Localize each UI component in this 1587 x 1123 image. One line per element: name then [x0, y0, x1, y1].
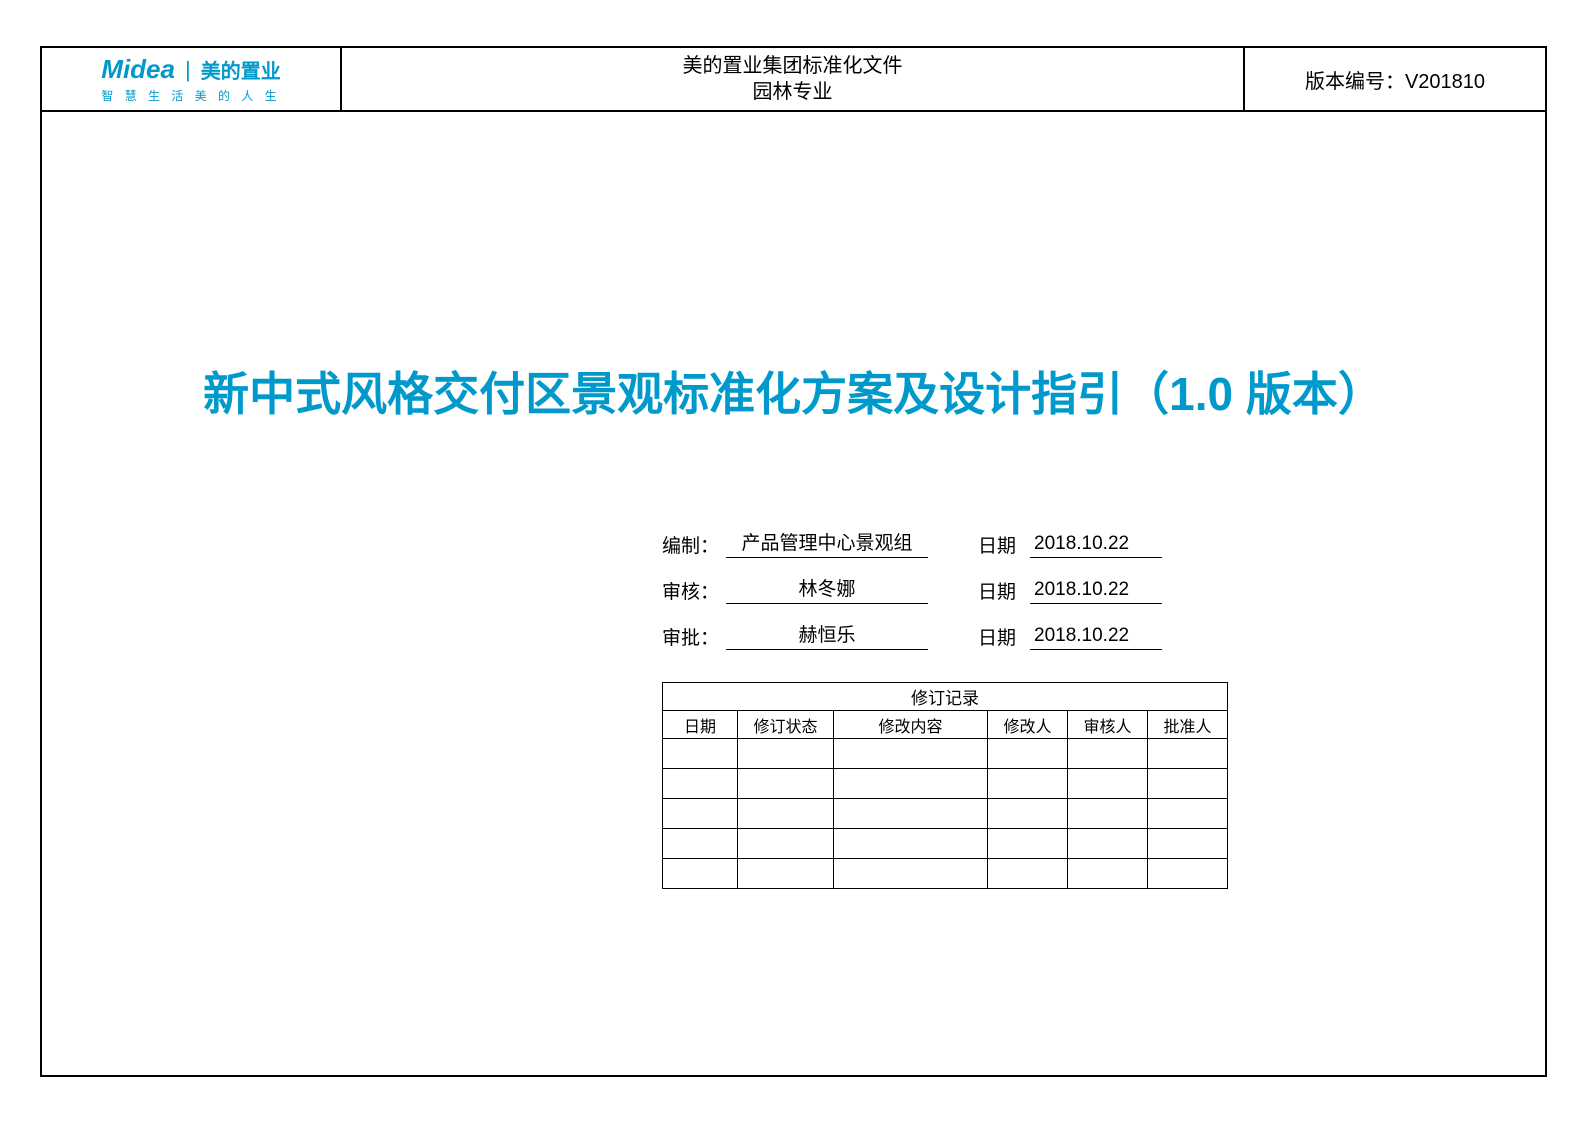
revision-header-row: 日期 修订状态 修改内容 修改人 审核人 批准人 — [663, 711, 1228, 739]
signoff-row-author: 编制： 产品管理中心景观组 日期 2018.10.22 — [662, 528, 1222, 558]
header-row: Midea | 美的置业 智 慧 生 活 美 的 人 生 美的置业集团标准化文件… — [42, 48, 1545, 112]
header-title-line2: 园林专业 — [753, 79, 833, 105]
signoff-row-approver: 审批： 赫恒乐 日期 2018.10.22 — [662, 620, 1222, 650]
version-value: V201810 — [1405, 71, 1485, 93]
author-value: 产品管理中心景观组 — [726, 528, 928, 558]
version-label: 版本编号： — [1305, 71, 1405, 93]
reviewer-date-label: 日期 — [978, 577, 1030, 604]
approver-date-label: 日期 — [978, 623, 1030, 650]
header-title-cell: 美的置业集团标准化文件 园林专业 — [342, 48, 1245, 110]
table-row — [663, 859, 1228, 889]
brand-tagline: 智 慧 生 活 美 的 人 生 — [101, 87, 280, 104]
page-frame: Midea | 美的置业 智 慧 生 活 美 的 人 生 美的置业集团标准化文件… — [40, 46, 1547, 1077]
reviewer-date-value: 2018.10.22 — [1030, 579, 1162, 604]
col-date: 日期 — [663, 711, 738, 739]
approver-label: 审批： — [662, 623, 726, 650]
approver-date-value: 2018.10.22 — [1030, 625, 1162, 650]
table-row — [663, 769, 1228, 799]
revision-title-row: 修订记录 — [663, 683, 1228, 711]
col-content: 修改内容 — [834, 711, 988, 739]
author-label: 编制： — [662, 531, 726, 558]
logo-separator: | — [185, 57, 191, 83]
signoff-block: 编制： 产品管理中心景观组 日期 2018.10.22 审核： 林冬娜 日期 2… — [662, 528, 1222, 666]
document-page: Midea | 美的置业 智 慧 生 活 美 的 人 生 美的置业集团标准化文件… — [0, 0, 1587, 1123]
brand-cn-name: 美的置业 — [201, 55, 281, 84]
document-main-title: 新中式风格交付区景观标准化方案及设计指引（1.0 版本） — [42, 358, 1545, 424]
reviewer-value: 林冬娜 — [726, 574, 928, 604]
table-row — [663, 799, 1228, 829]
logo-cell: Midea | 美的置业 智 慧 生 活 美 的 人 生 — [42, 48, 342, 110]
revision-table-title: 修订记录 — [663, 683, 1228, 711]
approver-value: 赫恒乐 — [726, 620, 928, 650]
reviewer-label: 审核： — [662, 577, 726, 604]
col-reviewer: 审核人 — [1068, 711, 1148, 739]
header-version-cell: 版本编号：V201810 — [1245, 48, 1545, 110]
logo-row: Midea | 美的置业 — [101, 54, 280, 85]
col-modifier: 修改人 — [988, 711, 1068, 739]
col-status: 修订状态 — [738, 711, 834, 739]
table-row — [663, 829, 1228, 859]
author-date-label: 日期 — [978, 531, 1030, 558]
header-title-line1: 美的置业集团标准化文件 — [683, 53, 903, 79]
revision-table: 修订记录 日期 修订状态 修改内容 修改人 审核人 批准人 — [662, 682, 1228, 889]
col-approver: 批准人 — [1148, 711, 1228, 739]
signoff-row-reviewer: 审核： 林冬娜 日期 2018.10.22 — [662, 574, 1222, 604]
table-row — [663, 739, 1228, 769]
author-date-value: 2018.10.22 — [1030, 533, 1162, 558]
brand-logo-text: Midea — [101, 54, 175, 85]
